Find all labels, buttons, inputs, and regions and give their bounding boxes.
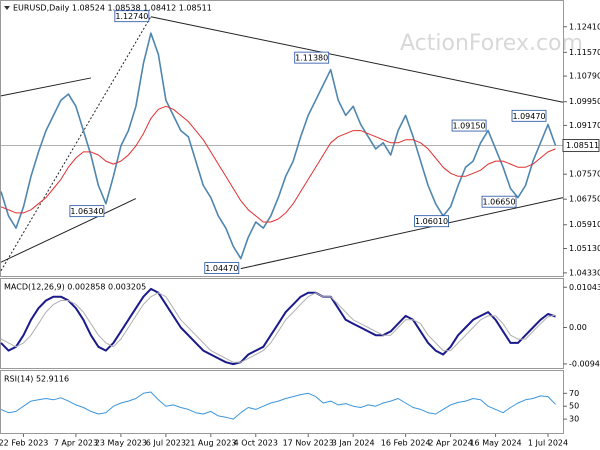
y-tick-label: 1.12410	[569, 22, 600, 31]
macd-panel	[0, 278, 564, 369]
x-tick-label: 22 Feb 2023	[0, 439, 48, 448]
watermark: ActionForex.com	[400, 31, 583, 56]
menu-icon	[4, 6, 10, 10]
y-tick-label: 1.06750	[569, 195, 600, 204]
series-line	[0, 287, 556, 366]
price-annotation-box	[451, 119, 487, 132]
price-annotation: 1.09150	[453, 122, 486, 131]
y-tick-label: 1.05910	[569, 220, 600, 229]
price-annotation-box	[114, 10, 150, 23]
price-annotation: 1.04470	[205, 264, 238, 273]
price-annotation-box	[511, 109, 547, 122]
x-tick-label: 7 Apr 2023	[54, 439, 98, 448]
x-tick-label: 21 Aug 2023	[185, 439, 236, 448]
price-annotation: 1.06340	[70, 207, 103, 216]
price-annotation: 1.06650	[482, 198, 515, 207]
y-tick-label: 30	[569, 415, 579, 424]
x-tick-label: 3 Jan 2024	[332, 439, 375, 448]
x-tick-label: 2 Apr 2024	[428, 439, 472, 448]
price-annotation-box	[69, 205, 105, 218]
y-tick-label: 1.04330	[569, 268, 600, 277]
series-line	[0, 32, 557, 260]
last-price-label: 1.08511	[566, 141, 599, 150]
x-tick-label: 16 May 2024	[469, 439, 521, 448]
price-annotation-box	[294, 51, 330, 64]
y-tick-label: 1.05130	[569, 244, 600, 253]
x-tick-label: 6 Jul 2023	[146, 439, 186, 448]
y-tick-label: 1.11570	[569, 48, 600, 57]
y-tick-label: 70	[569, 389, 579, 398]
price-annotation: 1.09470	[512, 112, 545, 121]
y-tick-label: 1.07570	[569, 170, 600, 179]
y-tick-label: 1.10790	[569, 72, 600, 81]
price-annotation: 1.11380	[295, 54, 328, 63]
trendline	[0, 16, 152, 271]
y-tick-label: 0.00	[569, 323, 587, 332]
series-line	[0, 391, 556, 420]
price-annotation-box	[414, 215, 450, 228]
trendline	[0, 198, 137, 263]
x-tick-label: 16 Feb 2024	[381, 439, 431, 448]
y-tick-label: 1.09950	[569, 97, 600, 106]
trendline	[240, 197, 564, 270]
price-annotation-box	[204, 262, 240, 275]
price-panel	[0, 0, 564, 277]
y-tick-label: 50	[569, 402, 579, 411]
series-line	[0, 105, 556, 223]
y-tick-label: -0.009436	[569, 359, 600, 368]
x-tick-label: 17 Nov 2023	[283, 439, 334, 448]
trendline	[0, 77, 92, 97]
panel-title: MACD(12,26,9) 0.002858 0.003205	[4, 283, 146, 292]
rsi-panel	[0, 370, 564, 434]
price-annotation-box	[481, 195, 517, 208]
y-tick-label: 1.09170	[569, 121, 600, 130]
panel-title: RSI(14) 52.9116	[4, 375, 69, 384]
series-line	[0, 292, 556, 363]
price-annotation: 1.06010	[415, 217, 448, 226]
y-tick-label: 0.010434	[569, 283, 600, 292]
x-tick-label: 4 Oct 2023	[234, 439, 278, 448]
last-price-box	[562, 139, 600, 153]
panel-title: EURUSD,Daily 1.08524 1.08538 1.08412 1.0…	[13, 4, 212, 13]
x-tick-label: 1 Jul 2024	[528, 439, 568, 448]
x-tick-label: 23 May 2023	[95, 439, 147, 448]
trendline	[150, 16, 564, 103]
price-annotation: 1.12740	[115, 12, 148, 21]
